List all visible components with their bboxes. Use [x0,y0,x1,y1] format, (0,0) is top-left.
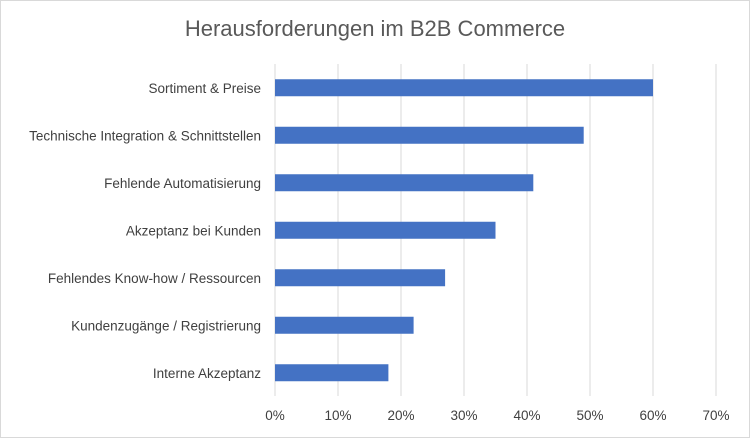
gridlines [274,64,717,396]
category-label: Technische Integration & Schnittstellen [29,128,261,143]
x-tick-label: 50% [576,408,603,423]
bar [275,364,389,382]
category-label: Interne Akzeptanz [153,366,261,381]
bars [275,79,653,382]
bar [275,79,653,97]
x-tick-label: 70% [702,408,729,423]
x-tick-label: 20% [387,408,414,423]
category-label: Sortiment & Preise [148,81,261,96]
x-tick-label: 60% [639,408,666,423]
bar [275,269,446,287]
bar [275,126,584,144]
x-tick-label: 30% [450,408,477,423]
bar [275,221,496,239]
category-label: Fehlendes Know-how / Ressourcen [48,271,261,286]
category-labels: Sortiment & Preise Technische Integration… [29,81,261,381]
category-label: Akzeptanz bei Kunden [126,223,261,238]
x-tick-labels: 0% 10% 20% 30% 40% 50% 60% 70% [265,408,729,423]
bar [275,174,534,192]
bar [275,316,414,334]
x-tick-label: 40% [513,408,540,423]
chart-title: Herausforderungen im B2B Commerce [185,16,565,41]
x-tick-label: 10% [324,408,351,423]
category-label: Fehlende Automatisierung [104,176,261,191]
x-tick-label: 0% [265,408,285,423]
category-label: Kundenzugänge / Registrierung [71,318,261,333]
